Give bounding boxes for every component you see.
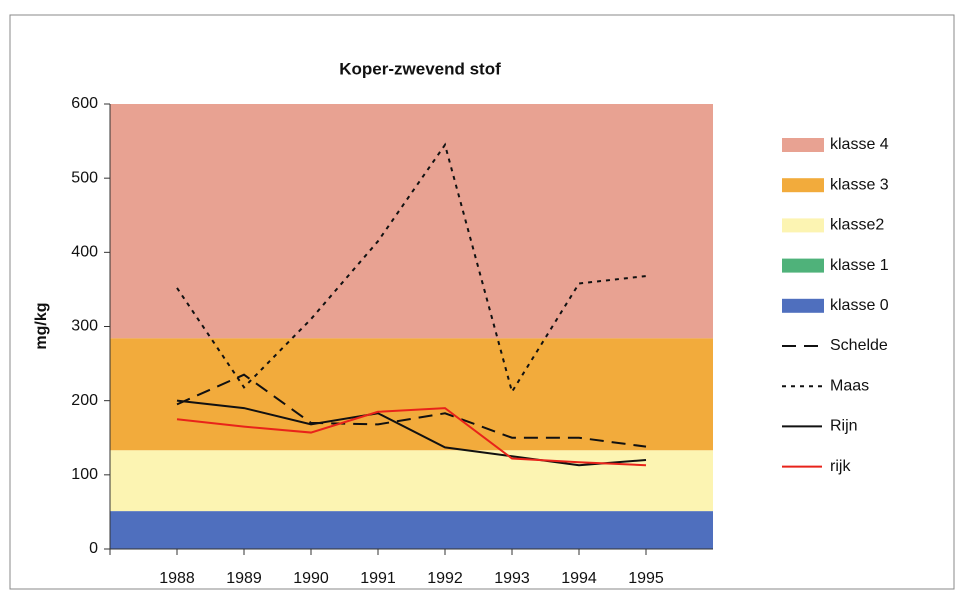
- class-band: [110, 450, 713, 512]
- series-line: [176, 399, 647, 467]
- x-tick-label: 1994: [561, 570, 597, 587]
- legend-swatch: [782, 258, 824, 273]
- legend-swatch: [782, 218, 824, 233]
- y-tick-label: 200: [71, 392, 98, 409]
- class-band: [110, 338, 713, 451]
- x-tick-label: 1992: [427, 570, 463, 587]
- legend-label: klasse 3: [830, 176, 889, 193]
- y-tick-label: 500: [71, 169, 98, 186]
- y-axis-label: mg/kg: [33, 302, 50, 349]
- legend-label: klasse 4: [830, 136, 889, 153]
- x-tick-label: 1989: [226, 570, 262, 587]
- legend-label: Schelde: [830, 337, 888, 354]
- x-tick-label: 1993: [494, 570, 530, 587]
- legend-label: klasse 0: [830, 297, 889, 314]
- x-tick-label: 1990: [293, 570, 329, 587]
- x-tick-label: 1988: [159, 570, 195, 587]
- series-line: [176, 142, 647, 395]
- x-tick-label: 1995: [628, 570, 664, 587]
- legend-label: klasse 1: [830, 257, 889, 274]
- chart-title: Koper-zwevend stof: [339, 59, 501, 78]
- class-band: [110, 104, 713, 339]
- class-band: [110, 511, 713, 549]
- legend-label: rijk: [830, 458, 851, 475]
- legend-swatch: [782, 298, 824, 313]
- y-tick-label: 400: [71, 244, 98, 261]
- y-tick-label: 100: [71, 466, 98, 483]
- x-tick-label: 1991: [360, 570, 396, 587]
- legend-label: klasse2: [830, 217, 884, 234]
- series-line: [176, 407, 647, 467]
- y-tick-label: 0: [89, 540, 98, 557]
- legend-label: Maas: [830, 377, 869, 394]
- y-tick-label: 300: [71, 318, 98, 335]
- legend-label: Rijn: [830, 418, 858, 435]
- legend-swatch: [782, 138, 824, 152]
- legend-swatch: [782, 178, 824, 193]
- frame: [9, 14, 955, 590]
- y-tick-label: 600: [71, 95, 98, 112]
